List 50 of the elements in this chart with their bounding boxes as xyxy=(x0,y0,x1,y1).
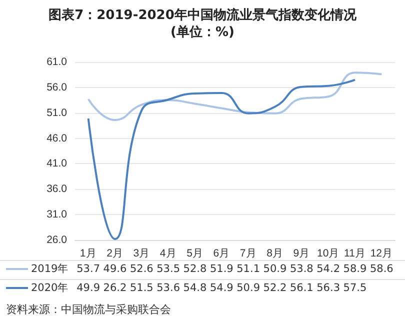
data-label: 54.2 xyxy=(316,262,342,277)
x-tick-label: 7月 xyxy=(240,248,257,260)
y-tick-label: 31.0 xyxy=(46,208,68,221)
data-label: 53.5 xyxy=(156,262,182,277)
data-label: 52.8 xyxy=(182,262,208,277)
legend-label: 2019年 xyxy=(30,262,69,277)
x-tick-label: 8月 xyxy=(266,248,284,260)
y-tick-label: 61.0 xyxy=(46,56,68,68)
data-label: 56.3 xyxy=(316,281,342,296)
x-tick-label: 12月 xyxy=(370,248,394,260)
data-label: 51.1 xyxy=(236,262,262,277)
data-label: 52.6 xyxy=(128,262,154,277)
data-label: 26.2 xyxy=(102,281,128,296)
y-tick-label: 51.0 xyxy=(46,106,68,119)
x-tick-label: 6月 xyxy=(213,248,230,260)
line-series xyxy=(87,78,356,240)
x-tick-label: 1月 xyxy=(80,248,97,260)
line-series xyxy=(87,72,383,121)
x-tick-label: 3月 xyxy=(133,248,150,260)
text: 资料来源：中国物流与采购联合会 xyxy=(6,302,171,317)
data-label: 49.6 xyxy=(102,262,128,277)
y-tick-label: 41.0 xyxy=(46,158,68,170)
data-label: 58.6 xyxy=(368,262,394,277)
data-label: 54.8 xyxy=(182,281,208,296)
chart-subtitle: (单位：%) xyxy=(170,24,234,40)
data-label: 57.5 xyxy=(342,281,368,296)
data-label: 49.9 xyxy=(76,281,102,296)
data-label: 52.2 xyxy=(262,281,288,296)
data-label: 54.9 xyxy=(208,281,234,296)
y-tick-label: 56.0 xyxy=(46,81,68,94)
x-tick-label: 11月 xyxy=(344,248,366,260)
data-label: 51.9 xyxy=(208,262,234,277)
x-tick-label: 2月 xyxy=(106,248,124,260)
x-tick-label: 10月 xyxy=(316,248,340,260)
y-tick-label: 36.0 xyxy=(46,183,68,196)
data-label: 56.1 xyxy=(288,281,314,296)
data-label: 53.7 xyxy=(76,262,102,277)
x-tick-label: 4月 xyxy=(160,248,177,260)
chart-title: 图表7：2019-2020年中国物流业景气指数变化情况 xyxy=(48,7,358,23)
x-tick-label: 9月 xyxy=(293,248,310,260)
x-tick-label: 5月 xyxy=(186,248,204,260)
data-label: 53.6 xyxy=(156,281,182,296)
data-label: 50.9 xyxy=(262,262,288,277)
data-label: 53.8 xyxy=(288,262,314,277)
legend-label: 2020年 xyxy=(30,281,69,296)
y-tick-label: 26.0 xyxy=(46,234,68,246)
data-label: 50.9 xyxy=(236,281,262,296)
data-label: 51.5 xyxy=(128,281,154,296)
data-label: 58.9 xyxy=(342,262,368,277)
y-tick-label: 46.0 xyxy=(46,132,68,144)
